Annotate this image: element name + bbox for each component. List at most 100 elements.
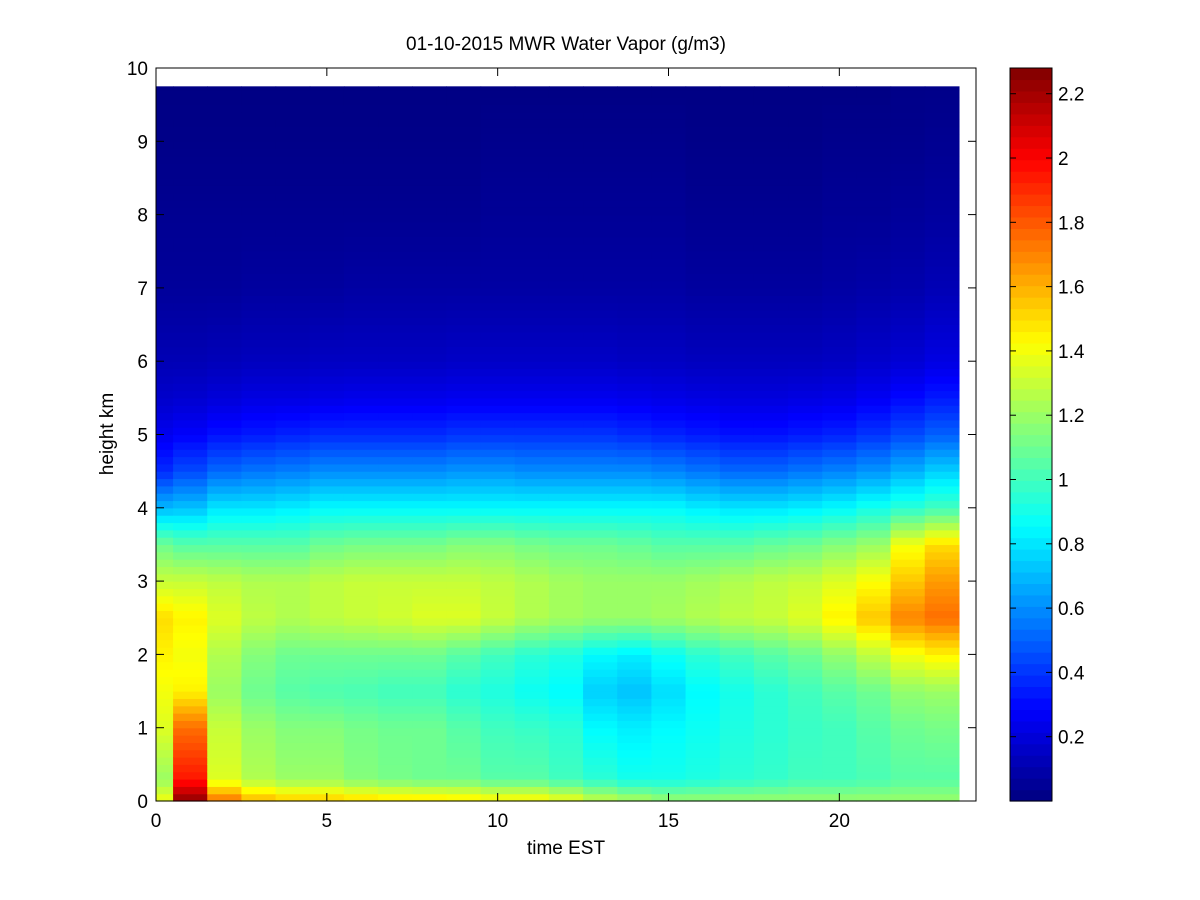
- heatmap-cell: [548, 324, 584, 333]
- heatmap-cell: [753, 339, 789, 348]
- heatmap-cell: [480, 478, 516, 487]
- heatmap-cell: [924, 654, 960, 663]
- heatmap-cell: [890, 199, 926, 208]
- heatmap-cell: [617, 691, 653, 699]
- colorbar-band: [1010, 423, 1052, 436]
- heatmap-cell: [480, 559, 516, 568]
- heatmap-cell: [685, 449, 721, 458]
- heatmap-cell: [719, 683, 755, 692]
- heatmap-cell: [651, 757, 687, 765]
- heatmap-cell: [446, 720, 482, 729]
- heatmap-cell: [412, 595, 448, 604]
- heatmap-cell: [446, 397, 482, 406]
- heatmap-cell: [822, 471, 858, 480]
- heatmap-cell: [275, 427, 311, 436]
- heatmap-cell: [548, 735, 584, 743]
- heatmap-cell: [822, 639, 858, 648]
- heatmap-cell: [309, 419, 345, 428]
- heatmap-cell: [412, 691, 448, 699]
- heatmap-cell: [856, 302, 892, 311]
- heatmap-cell: [480, 229, 516, 238]
- heatmap-cell: [412, 427, 448, 436]
- colorbar-band: [1010, 331, 1052, 344]
- heatmap-cell: [583, 793, 618, 802]
- heatmap-cell: [514, 471, 550, 480]
- heatmap-cell: [822, 544, 858, 553]
- heatmap-cell: [207, 617, 243, 626]
- heatmap-cell: [856, 148, 892, 157]
- y-tick-label: 7: [137, 279, 148, 300]
- heatmap-cell: [719, 265, 755, 274]
- heatmap-cell: [583, 676, 618, 685]
- heatmap-cell: [548, 793, 584, 802]
- heatmap-cell: [343, 390, 379, 399]
- heatmap-cell: [241, 133, 277, 142]
- x-tick-label: 15: [658, 811, 679, 832]
- heatmap-cell: [241, 207, 277, 216]
- heatmap-cell: [309, 676, 345, 685]
- heatmap-cell: [651, 251, 687, 260]
- heatmap-cell: [446, 529, 482, 538]
- heatmap-cell: [514, 434, 550, 443]
- heatmap-cell: [156, 639, 174, 648]
- heatmap-cell: [275, 324, 311, 333]
- heatmap-cell: [924, 551, 960, 560]
- heatmap-cell: [685, 573, 721, 582]
- heatmap-cell: [719, 742, 755, 751]
- heatmap-cell: [617, 713, 653, 721]
- heatmap-cell: [890, 258, 926, 267]
- heatmap-cell: [924, 764, 960, 773]
- heatmap-cell: [651, 749, 687, 758]
- heatmap-cell: [378, 691, 413, 699]
- heatmap-cell: [275, 192, 311, 201]
- heatmap-cell: [173, 148, 208, 157]
- heatmap-cell: [617, 698, 653, 707]
- heatmap-cell: [514, 119, 550, 128]
- heatmap-cell: [156, 588, 174, 597]
- heatmap-cell: [173, 471, 208, 480]
- heatmap-cell: [343, 793, 379, 802]
- heatmap-cell: [514, 764, 550, 773]
- heatmap-cell: [275, 214, 311, 223]
- heatmap-cell: [241, 529, 277, 538]
- heatmap-cell: [890, 111, 926, 120]
- heatmap-cell: [378, 265, 413, 274]
- heatmap-cell: [583, 331, 618, 340]
- heatmap-cell: [788, 265, 823, 274]
- heatmap-cell: [446, 588, 482, 597]
- heatmap-cell: [617, 412, 653, 421]
- heatmap-cell: [856, 309, 892, 318]
- heatmap-cell: [753, 749, 789, 758]
- heatmap-cell: [207, 529, 243, 538]
- colorbar-band: [1010, 354, 1052, 367]
- heatmap-cell: [719, 654, 755, 663]
- colorbar-band: [1010, 434, 1052, 447]
- heatmap-cell: [207, 302, 243, 311]
- heatmap-cell: [343, 243, 379, 252]
- heatmap-cell: [788, 251, 823, 260]
- heatmap-cell: [514, 126, 550, 135]
- heatmap-cell: [446, 727, 482, 736]
- heatmap-cell: [156, 280, 174, 289]
- heatmap-cell: [583, 126, 618, 135]
- heatmap-cell: [685, 735, 721, 743]
- heatmap-cell: [378, 97, 413, 106]
- heatmap-cell: [788, 111, 823, 120]
- heatmap-cell: [156, 368, 174, 377]
- heatmap-cell: [924, 786, 960, 795]
- heatmap-cell: [651, 265, 687, 274]
- heatmap-cell: [651, 141, 687, 150]
- heatmap-cell: [378, 397, 413, 406]
- heatmap-cell: [309, 742, 345, 751]
- heatmap-cell: [514, 463, 550, 472]
- heatmap-cell: [241, 287, 277, 296]
- heatmap-cell: [548, 302, 584, 311]
- heatmap-cell: [378, 119, 413, 128]
- heatmap-cell: [241, 522, 277, 531]
- heatmap-cell: [480, 199, 516, 208]
- heatmap-cell: [207, 735, 243, 743]
- heatmap-cell: [412, 287, 448, 296]
- heatmap-cell: [856, 610, 892, 619]
- heatmap-cell: [822, 757, 858, 765]
- heatmap-cell: [651, 771, 687, 780]
